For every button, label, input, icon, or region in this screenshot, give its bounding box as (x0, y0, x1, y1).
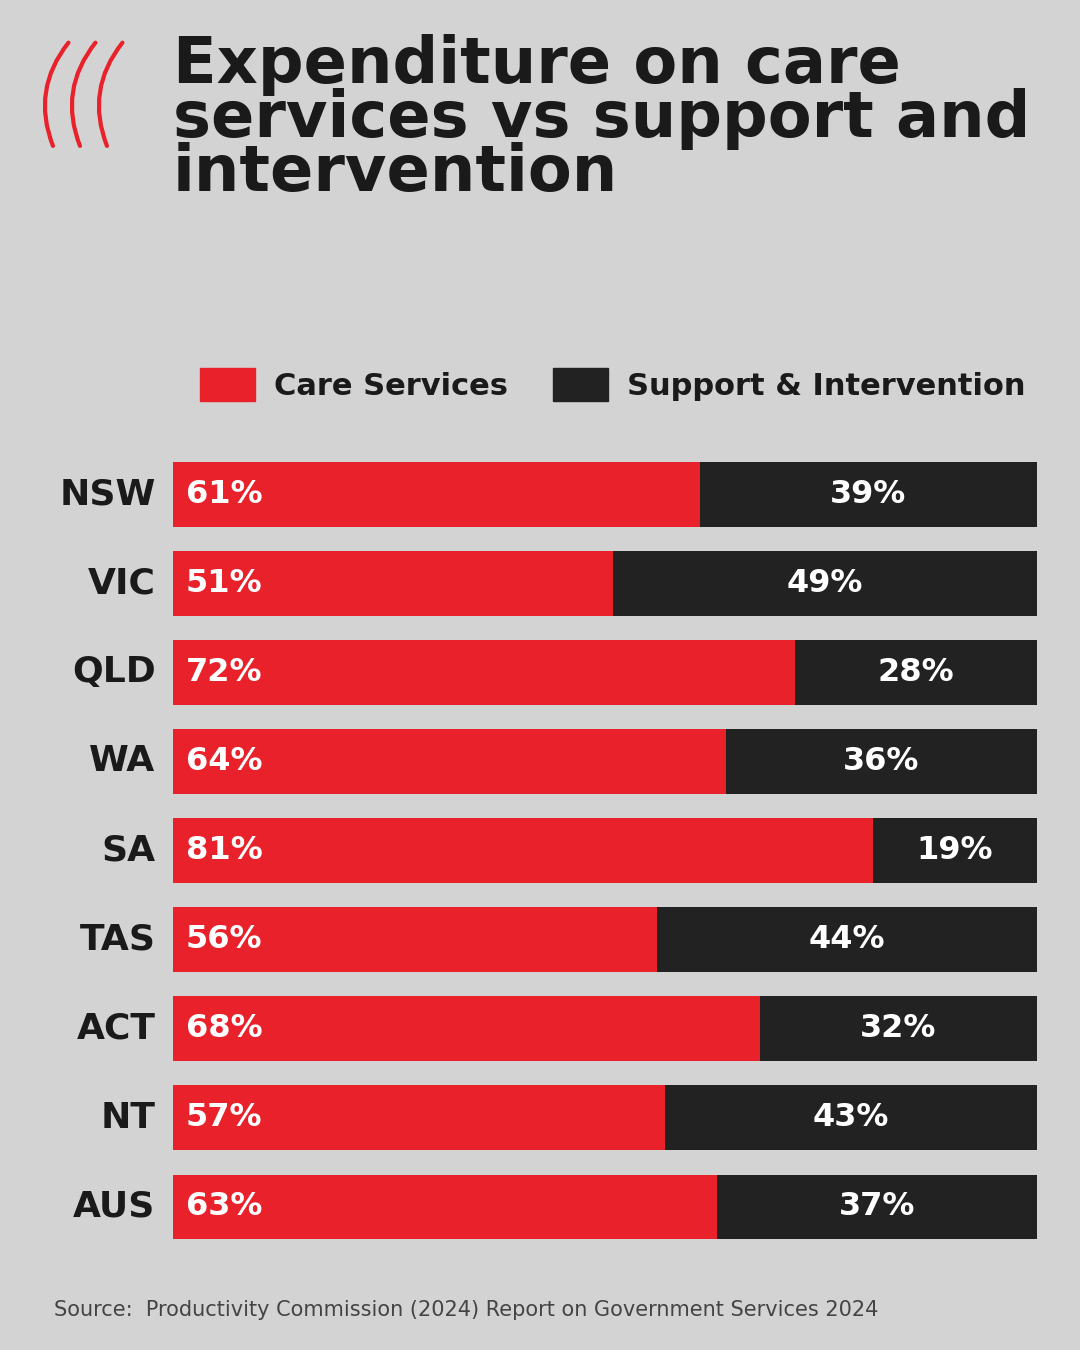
Text: 64%: 64% (186, 747, 262, 778)
Text: 51%: 51% (186, 568, 262, 599)
Text: 37%: 37% (839, 1191, 915, 1222)
Text: 57%: 57% (186, 1102, 262, 1133)
Text: SA: SA (102, 833, 156, 868)
Text: QLD: QLD (71, 656, 156, 690)
Legend: Care Services, Support & Intervention: Care Services, Support & Intervention (188, 355, 1038, 413)
Text: 28%: 28% (878, 657, 954, 688)
Text: 81%: 81% (186, 836, 262, 865)
Text: Source:  Productivity Commission (2024) Report on Government Services 2024: Source: Productivity Commission (2024) R… (54, 1300, 878, 1320)
Text: 44%: 44% (809, 923, 885, 954)
Bar (173, 463, 700, 526)
Text: 56%: 56% (186, 923, 262, 954)
Bar (665, 1085, 1037, 1150)
Bar (717, 1174, 1037, 1238)
Text: services vs support and: services vs support and (173, 88, 1030, 150)
Text: VIC: VIC (87, 567, 156, 601)
Text: 68%: 68% (186, 1012, 262, 1044)
Bar (760, 996, 1037, 1061)
Bar (173, 551, 613, 616)
Text: NSW: NSW (59, 478, 156, 512)
Text: 49%: 49% (787, 568, 863, 599)
Text: 72%: 72% (186, 657, 262, 688)
Text: 63%: 63% (186, 1191, 262, 1222)
Bar (657, 907, 1037, 972)
Text: AUS: AUS (73, 1189, 156, 1223)
Bar (173, 1174, 717, 1238)
Text: 36%: 36% (843, 747, 919, 778)
Bar (700, 463, 1037, 526)
Text: 43%: 43% (813, 1102, 889, 1133)
Text: 19%: 19% (917, 836, 993, 865)
Text: TAS: TAS (80, 922, 156, 957)
Bar (873, 818, 1037, 883)
Text: WA: WA (90, 744, 156, 779)
Bar (173, 640, 795, 705)
Text: 61%: 61% (186, 479, 262, 510)
Bar (726, 729, 1037, 794)
Bar (173, 907, 657, 972)
Bar (173, 818, 873, 883)
Text: ACT: ACT (77, 1011, 156, 1045)
Text: NT: NT (100, 1100, 156, 1134)
Text: intervention: intervention (173, 142, 618, 204)
Bar (173, 996, 760, 1061)
Bar (795, 640, 1037, 705)
Bar (613, 551, 1037, 616)
Text: Expenditure on care: Expenditure on care (173, 34, 901, 96)
Text: 32%: 32% (861, 1012, 936, 1044)
Bar (173, 1085, 665, 1150)
Bar (173, 729, 726, 794)
Text: 39%: 39% (831, 479, 906, 510)
